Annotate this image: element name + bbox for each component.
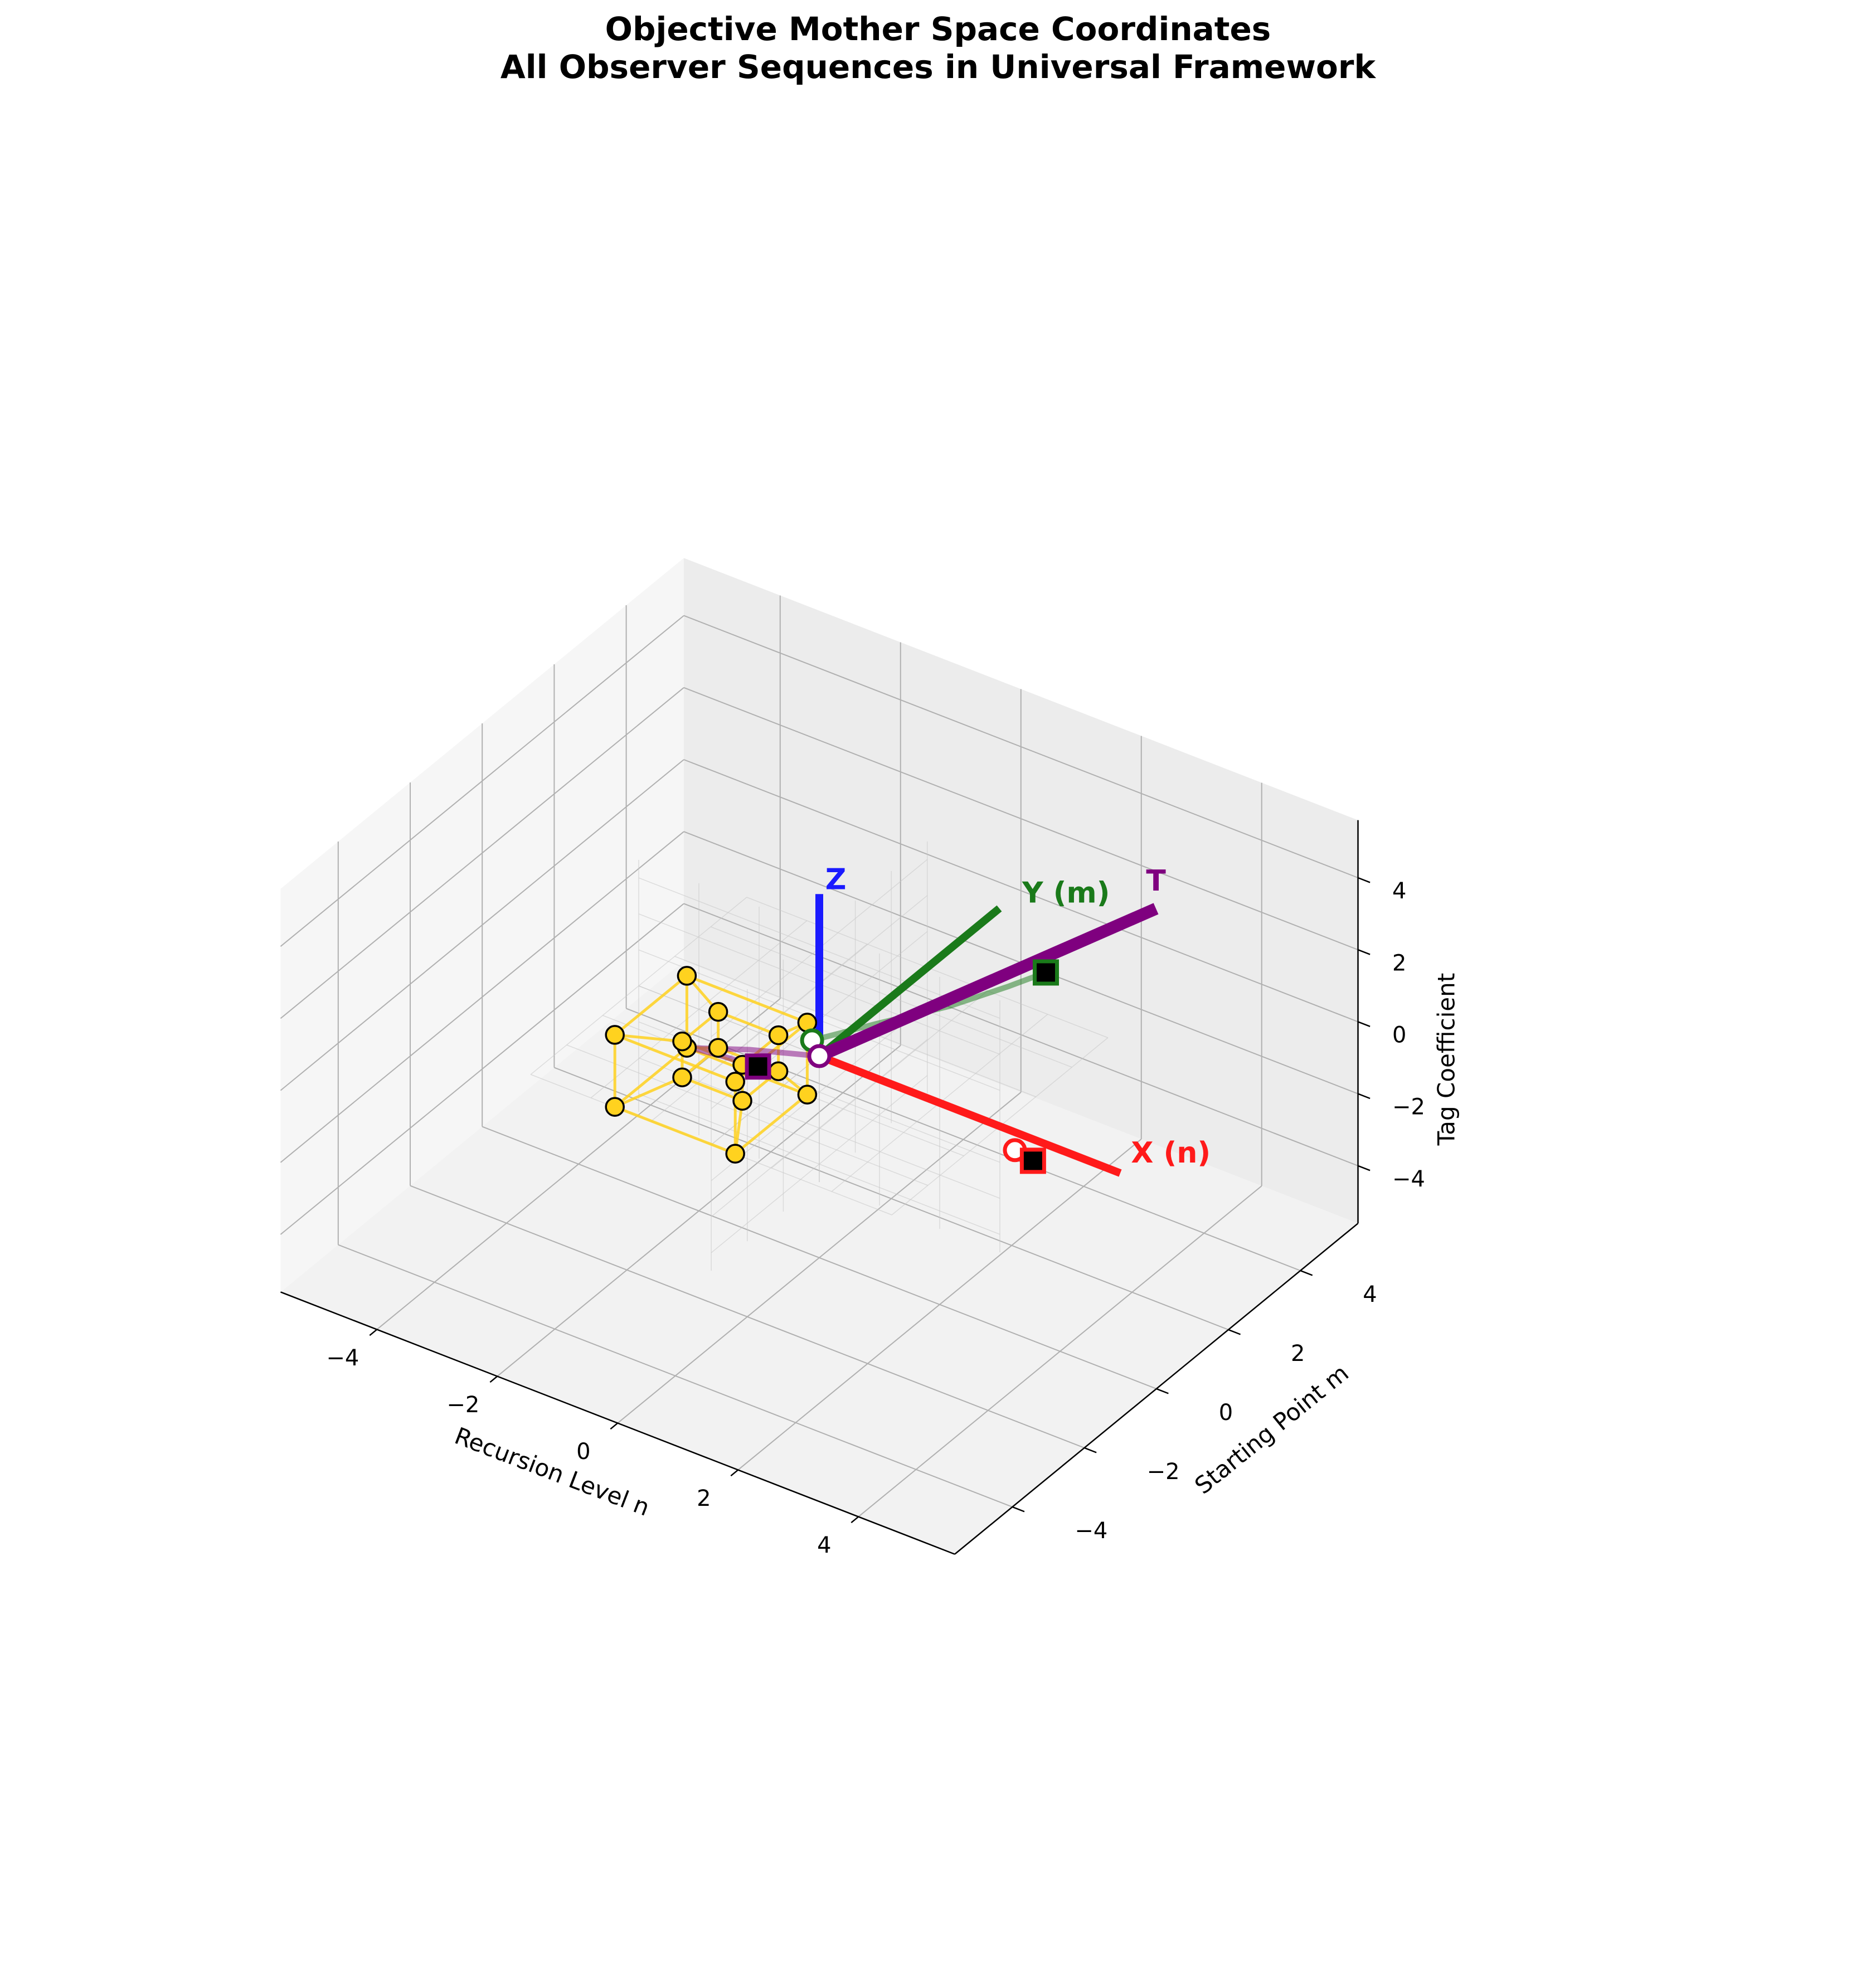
tesseract-vertex [797, 1085, 818, 1105]
tesseract-edge [614, 1033, 683, 1043]
sequence-end-marker [1019, 1147, 1046, 1174]
axis-vector-label-y: Y (m) [1022, 876, 1110, 910]
tesseract-vertex [672, 1067, 692, 1087]
x-tick [369, 1329, 378, 1336]
axes-grid [280, 595, 1358, 1518]
x-tick-label: 2 [697, 1486, 711, 1511]
tesseract-vertex [677, 966, 697, 986]
tesseract-vertex [708, 1038, 728, 1058]
plot-content: X (n) Y (m) Z T [605, 863, 1211, 1177]
grid-line [683, 687, 1358, 951]
z-tick [1358, 1093, 1370, 1100]
x-tick [730, 1469, 739, 1477]
tesseract-edge [682, 1076, 743, 1102]
chart-title-line-2: All Observer Sequences in Universal Fram… [500, 48, 1376, 86]
tesseract-edge [614, 1047, 688, 1108]
axis-vector-t [817, 903, 1159, 1062]
axis-vector-label-t: T [1146, 864, 1166, 898]
y-tick-label: 0 [1219, 1400, 1233, 1426]
z-tick [1358, 949, 1370, 955]
y-axis-label: Starting Point m [1189, 1359, 1354, 1500]
grid-line [683, 615, 1358, 878]
x-tick [850, 1516, 859, 1524]
sequence-start-marker [807, 1044, 832, 1068]
tesseract-vertex [725, 1072, 745, 1092]
grid-line [683, 759, 1358, 1023]
z-tick-label: 4 [1392, 878, 1406, 904]
x-tick-label: 0 [576, 1439, 590, 1465]
tesseract-edge [614, 1105, 736, 1155]
tesseract-vertex [708, 1001, 728, 1022]
y-tick [1156, 1388, 1169, 1394]
tesseract-vertex [768, 1061, 789, 1081]
z-tick-label: −2 [1392, 1095, 1425, 1120]
sequence-end-marker [745, 1053, 771, 1080]
y-tick-label: 2 [1291, 1341, 1305, 1367]
x-tick-label: −4 [326, 1345, 359, 1371]
sequence-end-marker [1033, 959, 1059, 986]
z-tick [1358, 1165, 1370, 1171]
tesseract-edge [717, 1010, 779, 1037]
grid-line [482, 1126, 1157, 1389]
y-tick [1012, 1506, 1025, 1513]
z-axis-label: Tag Coefficient [1432, 973, 1460, 1146]
x-axis-label: Recursion Level n [451, 1422, 653, 1521]
axis-vector-x [818, 1052, 1122, 1177]
z-tick-label: 0 [1392, 1023, 1406, 1048]
grid-line [554, 1067, 1229, 1330]
y-tick [1300, 1270, 1313, 1276]
y-tick [1228, 1329, 1241, 1335]
chart-title: Objective Mother Space Coordinates All O… [0, 10, 1876, 86]
grid-line [737, 1139, 1142, 1471]
tesseract-vertex [605, 1097, 625, 1117]
grid-line [280, 759, 684, 1091]
z-tick [1358, 1021, 1370, 1027]
axes-ticks: −4 −4 −4 −2 −2 −2 0 0 0 2 2 2 4 4 4 [326, 877, 1425, 1558]
grid-line [858, 1185, 1262, 1518]
grid-line [280, 687, 684, 1019]
x-tick [610, 1422, 619, 1430]
tesseract-vertex [672, 1031, 692, 1052]
y-tick-label: 4 [1363, 1282, 1377, 1307]
y-tick-label: −4 [1075, 1518, 1107, 1544]
x-tick-label: −2 [446, 1392, 479, 1418]
z-tick-label: −4 [1392, 1166, 1425, 1192]
axis-vector-y [817, 905, 1002, 1059]
tesseract-vertex [605, 1025, 625, 1045]
tesseract-vertex [732, 1091, 752, 1111]
y-tick-label: −2 [1147, 1459, 1180, 1485]
z-tick-label: 2 [1392, 950, 1406, 976]
z-tick [1358, 877, 1370, 883]
tesseract-edge [614, 974, 688, 1036]
tesseract-edge [734, 1093, 808, 1155]
chart-title-line-1: Objective Mother Space Coordinates [605, 10, 1271, 48]
x-tick-label: 4 [817, 1533, 831, 1558]
tesseract-edge [686, 974, 808, 1024]
tesseract-vertex [768, 1025, 789, 1046]
x-tick [489, 1375, 498, 1383]
axis-vector-label-z: Z [825, 863, 847, 897]
y-tick [1084, 1447, 1097, 1453]
tesseract-edge [614, 1076, 683, 1108]
tesseract-vertex [725, 1144, 745, 1164]
grid-line [280, 615, 684, 947]
axis-vector-label-x: X (n) [1131, 1136, 1211, 1170]
grid-line [626, 1008, 1301, 1271]
